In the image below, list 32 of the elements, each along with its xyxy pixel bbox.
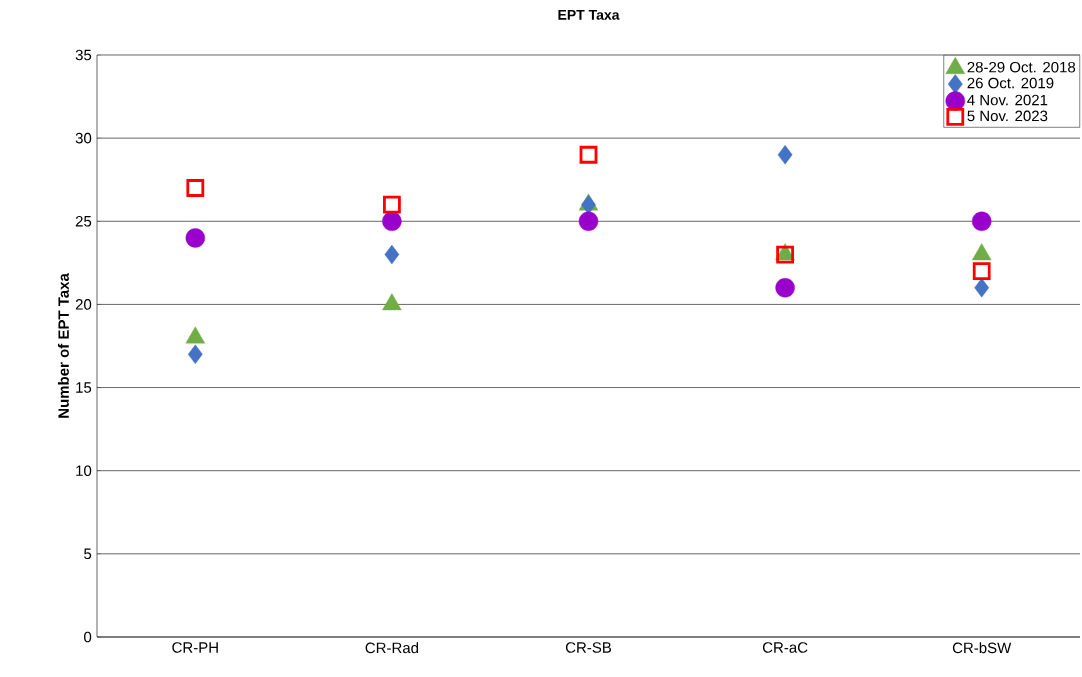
point (187, 344, 203, 364)
point (777, 145, 793, 165)
x-tick-label: CR-SB (565, 642, 612, 653)
point (383, 195, 401, 214)
y-tick-label: 5 (84, 548, 92, 560)
x-tick-label: CR-aC (762, 642, 808, 653)
point (185, 228, 205, 248)
y-tick-label: 15 (76, 382, 92, 393)
y-tick-label: 35 (75, 49, 92, 61)
legend-label: 4 Nov. 2021 (967, 94, 1048, 106)
legend-label: 5 Nov. 2023 (967, 110, 1048, 122)
point (974, 278, 990, 298)
point (384, 244, 400, 265)
point (972, 211, 992, 231)
y-tick-label: 20 (75, 299, 92, 310)
point (775, 278, 795, 298)
y-tick-label: 30 (75, 132, 92, 144)
point (578, 211, 599, 231)
x-tick-label: CR-bSW (952, 642, 1012, 654)
y-tick-label: 25 (75, 215, 92, 227)
y-axis-title: Number of EPT Taxa (57, 273, 69, 418)
point (186, 179, 205, 197)
point (382, 211, 402, 231)
y-tick-label: 0 (84, 631, 92, 643)
point (579, 145, 598, 164)
point (972, 262, 991, 281)
chart-title: EPT Taxa (558, 10, 620, 20)
legend-label: 26 Oct. 2019 (967, 77, 1054, 89)
y-tick-label: 10 (76, 465, 92, 476)
x-tick-label: CR-Rad (365, 642, 419, 654)
legend-label: 28-29 Oct. 2018 (967, 61, 1076, 73)
x-tick-label: CR-PH (172, 642, 218, 653)
